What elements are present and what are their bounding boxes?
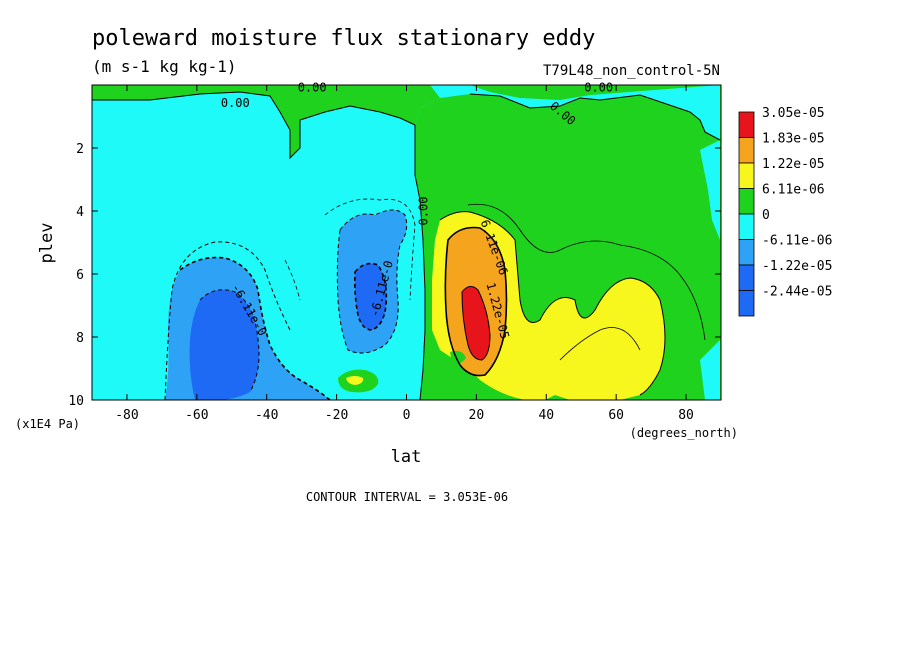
contour-lines xyxy=(92,91,721,400)
legend-label: 1.22e-05 xyxy=(762,157,825,172)
y-axis: 2 4 6 8 10 xyxy=(68,142,721,409)
contour-label: 0.00 xyxy=(416,197,430,226)
y-tick-label: 8 xyxy=(76,331,84,346)
x-axis: -80 -60 -40 -20 0 20 40 60 80 xyxy=(115,85,694,423)
x-tick-label: 20 xyxy=(469,408,485,423)
chart-experiment: T79L48_non_control-5N xyxy=(543,63,720,79)
y-axis-label: plev xyxy=(37,223,57,264)
legend-swatch xyxy=(738,213,755,240)
x-tick-label: -80 xyxy=(115,408,138,423)
legend-swatch xyxy=(738,290,755,317)
x-tick-label: 0 xyxy=(403,408,411,423)
y-tick-label: 10 xyxy=(68,394,84,409)
legend-label: 0 xyxy=(762,208,770,223)
legend-swatch xyxy=(738,137,755,164)
legend-swatch xyxy=(738,239,755,266)
x-tick-label: -40 xyxy=(255,408,278,423)
contour-lines-negative xyxy=(164,198,416,400)
color-legend: 3.05e-05 1.83e-05 1.22e-05 6.11e-06 0 -6.11e-… xyxy=(738,106,832,317)
contour-label: 0.00 xyxy=(221,96,250,110)
x-tick-label: 80 xyxy=(678,408,694,423)
y-tick-label: 6 xyxy=(76,268,84,283)
contour-label: 0.00 xyxy=(298,80,327,94)
contour-interval: CONTOUR INTERVAL = 3.053E-06 xyxy=(306,490,508,504)
legend-swatch xyxy=(738,264,755,291)
x-tick-label: -20 xyxy=(325,408,348,423)
y-tick-label: 2 xyxy=(76,142,84,157)
legend-label: -6.11e-06 xyxy=(762,234,832,249)
legend-label: 6.11e-06 xyxy=(762,183,825,198)
contour-label: 0.00 xyxy=(584,80,613,94)
x-tick-label: 40 xyxy=(538,408,554,423)
x-tick-label: 60 xyxy=(608,408,624,423)
legend-label: -2.44e-05 xyxy=(762,285,832,300)
legend-label: 3.05e-05 xyxy=(762,106,825,121)
x-axis-label: lat xyxy=(391,447,422,467)
contour-fill xyxy=(92,85,721,400)
legend-swatch xyxy=(738,188,755,215)
x-axis-units: (degrees_north) xyxy=(630,426,738,440)
chart-title: poleward moisture flux stationary eddy xyxy=(92,26,595,51)
legend-label: 1.83e-05 xyxy=(762,132,825,147)
chart-units: (m s-1 kg kg-1) xyxy=(92,57,237,76)
legend-swatch xyxy=(738,162,755,189)
legend-swatch xyxy=(738,111,755,138)
legend-label: -1.22e-05 xyxy=(762,259,832,274)
y-tick-label: 4 xyxy=(76,205,84,220)
x-tick-label: -60 xyxy=(185,408,208,423)
y-axis-units: (x1E4 Pa) xyxy=(15,417,80,431)
